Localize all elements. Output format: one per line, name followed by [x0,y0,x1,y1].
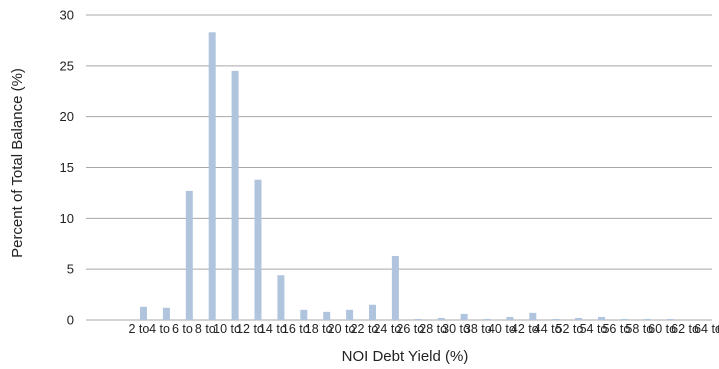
bar [598,316,605,320]
x-tick-label: 28 to [419,322,447,336]
x-tick-label: 44 to [534,322,562,336]
bar [552,318,560,320]
y-tick-label: 5 [67,262,74,277]
y-tick-label: 20 [60,109,74,124]
x-tick-label: 30 to [442,322,470,336]
bar [666,318,674,320]
x-tick-label: 20 to [328,322,356,336]
bar [369,304,376,320]
x-tick-label: 14 to [259,322,287,336]
x-tick-label: 2 to [128,322,149,336]
x-axis-title: NOI Debt Yield (%) [342,348,469,365]
x-tick-label: 16 to [282,322,310,336]
y-tick-label: 25 [60,58,74,73]
y-tick-label: 30 [60,8,74,23]
x-tick-label: 56 to [602,322,630,336]
x-tick-label: 40 to [488,322,516,336]
x-tick-label: 24 to [373,322,401,336]
bars [140,32,674,321]
bar [506,316,514,320]
x-tick-label: 4 to [149,322,170,336]
x-tick-label: 62 to [671,322,699,336]
x-tick-label: 22 to [351,322,379,336]
x-tick-label: 8 to [195,322,216,336]
bar [620,318,628,320]
bar [323,311,331,320]
x-tick-label: 12 to [236,322,264,336]
x-tick-label: 6 to [172,322,193,336]
bar [437,317,445,320]
x-tick-label: 58 to [625,322,653,336]
bar [254,179,262,320]
x-tick-label: 54 to [580,322,608,336]
y-tick-label: 15 [60,160,74,175]
bar [346,309,354,320]
bar [140,306,147,320]
bar [277,275,285,320]
y-axis-title: Percent of Total Balance (%) [9,68,26,258]
x-tick-label: 38 to [464,322,492,336]
y-tick-labels: 0 5 10 15 20 25 30 [60,8,74,328]
gridlines [86,14,712,321]
x-tick-label: 60 to [648,322,676,336]
bar [208,32,216,321]
x-tick-label: 52 to [556,322,584,336]
bar [529,312,537,320]
y-tick-label: 10 [60,211,74,226]
bar [391,255,399,320]
x-tick-label: 64 to [694,322,719,336]
x-tick-label: 42 to [511,322,539,336]
bar [162,307,170,320]
x-tick-label: 66 to [717,322,719,336]
bar [231,70,239,321]
x-tick-label: 26 to [396,322,424,336]
bar [643,318,651,320]
bar [185,190,193,320]
bar [575,317,583,320]
bar [414,318,422,320]
x-tick-label: 18 to [305,322,333,336]
bar [460,313,468,320]
bar [300,309,308,320]
x-tick-label: 10 to [213,322,241,336]
y-tick-label: 0 [67,313,74,328]
bar [483,318,491,320]
